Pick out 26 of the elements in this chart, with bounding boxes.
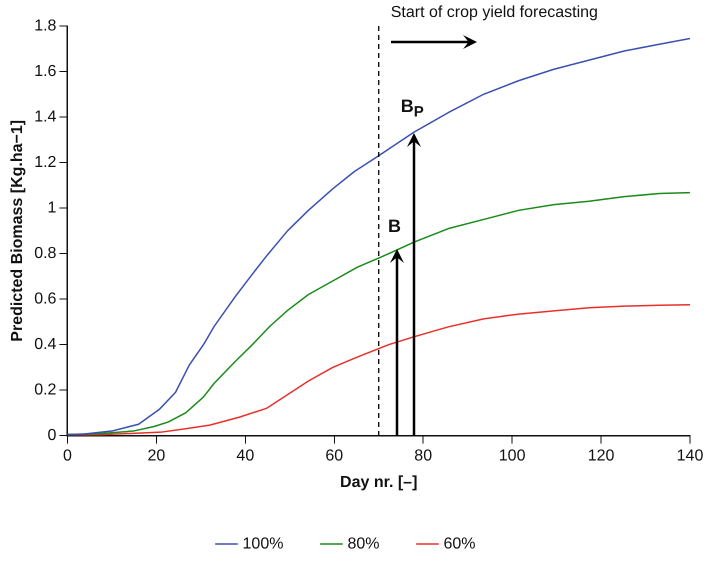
y-tick-label: 0.8 [34, 244, 57, 262]
x-tick-label: 140 [676, 448, 704, 465]
legend-label: 100% [242, 535, 284, 552]
x-tick-label: 120 [588, 448, 615, 465]
legend-label: 80% [347, 535, 380, 552]
y-tick-label: 0.2 [34, 381, 57, 398]
y-tick-label: 1.4 [34, 108, 57, 126]
x-tick-label: 20 [147, 448, 166, 465]
y-tick-label: 0.4 [34, 336, 57, 353]
annotation: B$_{P}$ [400, 96, 424, 121]
x-tick-label: 60 [325, 448, 344, 465]
x-tick-label: 80 [414, 448, 432, 465]
y-tick-label: 0 [48, 427, 57, 444]
legend-label: 60% [443, 535, 476, 552]
y-tick-label: 1.8 [34, 17, 57, 34]
y-tick-label: 1.2 [34, 154, 57, 171]
y-tick-label: 1.6 [34, 62, 57, 80]
y-axis-title: Predicted Biomass [Kg.ha−1] [9, 120, 26, 342]
y-tick-label: 1 [48, 199, 57, 216]
x-tick-label: 100 [498, 448, 526, 465]
ref-line-label: Start of crop yield forecasting [390, 4, 598, 22]
annotation: B [388, 216, 401, 237]
x-tick-label: 0 [62, 448, 72, 465]
x-tick-label: 40 [236, 448, 254, 465]
x-axis-title: Day nr. [–] [340, 474, 418, 491]
y-tick-label: 0.6 [34, 290, 57, 308]
